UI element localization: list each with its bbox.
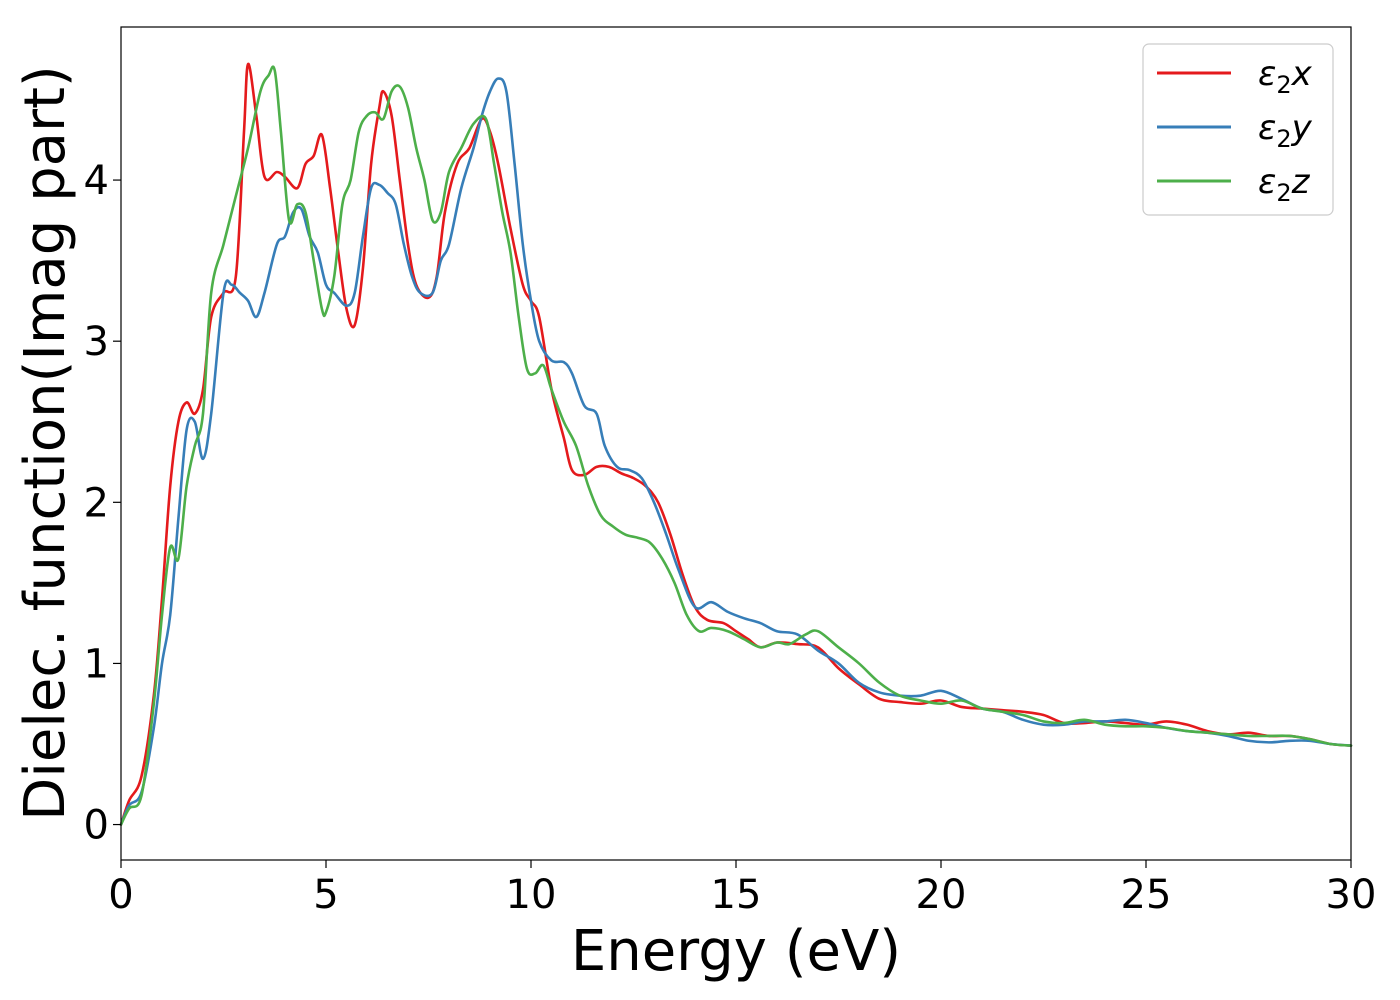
legend-label-z: ε2z [1258, 162, 1311, 207]
legend: ε2x ε2y ε2z [1142, 43, 1334, 216]
y-axis-label: Dielec. function(Imag part) [13, 65, 78, 821]
x-tick-label: 15 [711, 872, 762, 918]
x-tick-label: 30 [1326, 872, 1377, 918]
series-line-z [119, 65, 1353, 826]
y-tick-label: 2 [84, 480, 109, 526]
x-tick-label: 25 [1121, 872, 1172, 918]
series-layer [119, 62, 1353, 826]
y-tick-label: 0 [84, 803, 109, 849]
x-axis-label: Energy (eV) [571, 919, 901, 984]
x-tick-label: 20 [916, 872, 967, 918]
series-line-y [119, 77, 1353, 826]
series-line-x [119, 62, 1353, 826]
legend-entries: ε2x ε2y ε2z [1157, 54, 1313, 207]
x-tick-label: 5 [313, 872, 338, 918]
y-tick-label: 4 [84, 158, 109, 204]
y-tick-label: 3 [84, 319, 109, 365]
y-tick-label: 1 [84, 641, 109, 687]
legend-label-x: ε2x [1258, 54, 1313, 99]
y-axis-ticks: 0 1 2 3 4 [84, 158, 121, 849]
legend-label-y: ε2y [1258, 108, 1313, 153]
x-tick-label: 0 [108, 872, 133, 918]
x-tick-label: 10 [506, 872, 557, 918]
legend-box [1142, 43, 1334, 216]
x-axis-ticks: 0 5 10 15 20 25 30 [108, 860, 1376, 918]
